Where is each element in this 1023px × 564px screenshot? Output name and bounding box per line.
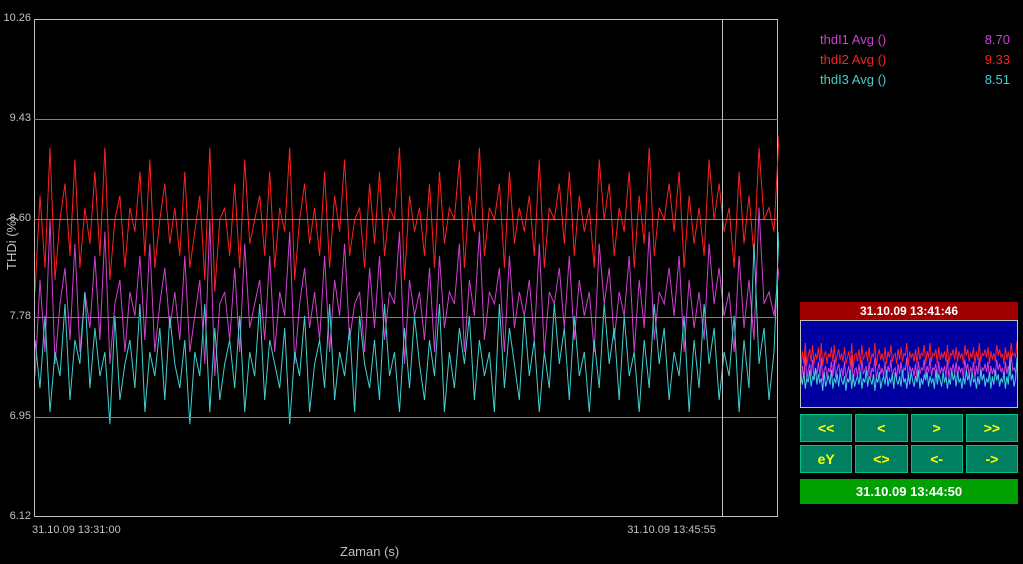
next-button[interactable]: > xyxy=(911,414,963,442)
grid-line xyxy=(34,119,778,120)
x-axis-label: Zaman (s) xyxy=(340,544,399,559)
y-tick-label: 6.95 xyxy=(1,410,31,422)
forward-button[interactable]: >> xyxy=(966,414,1018,442)
mini-chart-panel: 31.10.09 13:41:46 << < > >> eY <> <- -> … xyxy=(800,302,1018,504)
mini-chart-svg xyxy=(801,321,1017,407)
legend-row-3: thdI3 Avg () 8.51 xyxy=(820,70,1010,90)
y-tick-label: 7.78 xyxy=(1,310,31,322)
prev-button[interactable]: < xyxy=(855,414,907,442)
y-tick-label: 8.60 xyxy=(1,212,31,224)
fwd-button[interactable]: -> xyxy=(966,445,1018,473)
nav-buttons: << < > >> eY <> <- -> xyxy=(800,414,1018,473)
legend-row-1: thdI1 Avg () 8.70 xyxy=(820,30,1010,50)
legend-value-2: 9.33 xyxy=(985,50,1010,70)
fit-button[interactable]: <> xyxy=(855,445,907,473)
legend-label-1: thdI1 Avg () xyxy=(820,30,886,50)
legend-row-2: thdI2 Avg () 9.33 xyxy=(820,50,1010,70)
y-tick-label: 9.43 xyxy=(1,112,31,124)
grid-line xyxy=(34,317,778,318)
y-tick-label: 6.12 xyxy=(1,510,31,522)
y-tick-label: 10.26 xyxy=(1,12,31,24)
back-button[interactable]: <- xyxy=(911,445,963,473)
x-tick-label: 31.10.09 13:31:00 xyxy=(32,524,121,536)
legend-label-2: thdI2 Avg () xyxy=(820,50,886,70)
mini-chart[interactable] xyxy=(800,320,1018,408)
status-bar: 31.10.09 13:44:50 xyxy=(800,479,1018,504)
legend-label-3: thdI3 Avg () xyxy=(820,70,886,90)
main-chart[interactable] xyxy=(34,19,778,517)
legend: thdI1 Avg () 8.70 thdI2 Avg () 9.33 thdI… xyxy=(820,30,1010,90)
grid-line xyxy=(34,219,778,220)
chart-svg xyxy=(35,20,779,518)
y-axis-label: THDi (%) xyxy=(4,217,19,270)
cursor-line[interactable] xyxy=(722,19,723,517)
legend-value-1: 8.70 xyxy=(985,30,1010,50)
grid-line xyxy=(34,417,778,418)
legend-value-3: 8.51 xyxy=(985,70,1010,90)
rewind-button[interactable]: << xyxy=(800,414,852,442)
ey-button[interactable]: eY xyxy=(800,445,852,473)
x-tick-label: 31.10.09 13:45:55 xyxy=(627,524,716,536)
mini-chart-title: 31.10.09 13:41:46 xyxy=(800,302,1018,320)
